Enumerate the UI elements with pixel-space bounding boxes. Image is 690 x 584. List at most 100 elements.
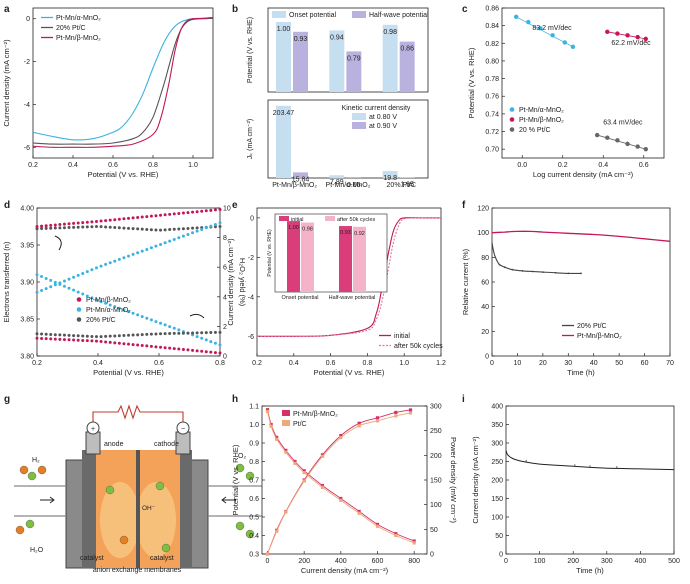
x-tick-label: 1.0 [399, 360, 409, 367]
data-point [136, 227, 140, 231]
data-point [293, 461, 297, 465]
y2-tick-label: 300 [430, 404, 442, 411]
data-point [113, 259, 117, 263]
category-label: Pt-Mn/β-MnO₂ [272, 182, 317, 189]
data-point [67, 338, 71, 342]
data-point [40, 288, 44, 292]
x-tick-label: 0.6 [154, 360, 164, 367]
y-tick-label: 20 [481, 329, 489, 336]
y2-tick-label: 6 [223, 265, 227, 272]
x-tick-label: 0.6 [326, 360, 336, 367]
y-tick-label: 120 [477, 206, 489, 213]
y-tick-label: 0.74 [485, 111, 499, 118]
legend-entry: 20% Pt/C [86, 317, 116, 324]
data-point [145, 227, 149, 231]
panel-label-f: f [462, 200, 466, 211]
data-point [99, 264, 103, 268]
data-point [136, 215, 140, 219]
data-point [49, 278, 53, 282]
data-point [131, 333, 135, 337]
data-point [53, 280, 57, 284]
data-point [269, 422, 273, 427]
data-point [163, 332, 167, 336]
data-point [200, 331, 204, 335]
data-point [177, 347, 181, 351]
data-point [49, 332, 53, 336]
legend-marker [352, 11, 366, 18]
data-point [218, 207, 222, 211]
data-point [53, 337, 57, 341]
x-tick-label: 40 [590, 360, 598, 367]
x-tick-label: 0.2 [558, 162, 568, 169]
y-axis-label: Jₖ (mA cm⁻²) [247, 119, 254, 160]
data-point [136, 343, 140, 347]
inset-bar-value-label: 0.92 [354, 231, 365, 237]
data-point [511, 268, 514, 271]
data-point [67, 286, 71, 290]
x-tick-label: 70 [666, 360, 674, 367]
y-tick-label: 3.95 [20, 243, 34, 250]
y2-tick-label: 100 [430, 502, 442, 509]
data-point [122, 342, 126, 346]
series-line [491, 230, 671, 242]
data-point [154, 214, 158, 218]
legend-marker [282, 420, 290, 426]
data-point [53, 283, 57, 287]
gas-molecule [119, 535, 129, 545]
y-axis-label: Potential (V vs. RHE) [247, 17, 254, 83]
y-tick-label: 200 [491, 478, 503, 485]
data-point [76, 290, 80, 294]
data-point [62, 222, 66, 226]
y-tick-label: 0.4 [249, 533, 259, 540]
data-point [113, 341, 117, 345]
x-axis-label: Current density (mA cm⁻²) [301, 566, 389, 575]
y-tick-label: 0.3 [249, 552, 259, 559]
data-point [209, 340, 213, 344]
membrane-label: anion exchange membranes [93, 567, 182, 574]
data-point [140, 249, 144, 253]
hydrogen-label: H₂ [32, 457, 40, 464]
legend-marker [352, 122, 366, 129]
data-point [302, 469, 306, 473]
y-tick-label: 4.00 [20, 206, 34, 213]
data-point [339, 496, 343, 501]
slope-label: 63.4 mV/dec [603, 119, 643, 126]
data-point [140, 227, 144, 231]
panel-h: 0 200 400 600 800 1.1 1.0 0.9 0.8 0.7 0.6 0.5 0.4 0.3… [231, 404, 458, 576]
y-tick-label: 300 [491, 441, 503, 448]
x-tick-label: 10 [514, 360, 522, 367]
data-point [195, 210, 199, 214]
x-tick-label: 0.8 [215, 360, 225, 367]
x-tick-label: 0 [490, 360, 494, 367]
data-point [72, 288, 76, 292]
data-point [35, 273, 39, 277]
data-point [375, 524, 380, 528]
y-tick-label: 0.80 [485, 58, 499, 65]
data-point [94, 335, 98, 339]
data-point [44, 224, 48, 228]
data-point [44, 332, 48, 336]
data-point [40, 227, 44, 231]
y-tick-label: -2 [248, 255, 254, 262]
bar-value-label: 1.00 [277, 26, 291, 33]
y-axis-label: Potential (V vs. RHE) [467, 47, 476, 118]
y-tick-label: 0.86 [485, 6, 499, 13]
inset-legend-marker [279, 216, 289, 221]
data-point [94, 298, 98, 302]
data-point [320, 485, 325, 489]
data-point [104, 340, 108, 344]
data-point [375, 522, 380, 526]
y-tick-label: -6 [248, 334, 254, 341]
data-point [159, 213, 163, 217]
data-point [149, 344, 153, 348]
data-point [62, 279, 66, 283]
inset-bar [353, 226, 366, 292]
data-point [204, 226, 208, 230]
data-point [58, 226, 62, 230]
data-point [40, 275, 44, 279]
x-tick-label: 0.4 [93, 360, 103, 367]
data-point [181, 331, 185, 335]
anode-pipe [14, 485, 66, 517]
bar-value-label: 0.93 [294, 36, 308, 43]
inflow-arrow-icon [40, 496, 55, 504]
